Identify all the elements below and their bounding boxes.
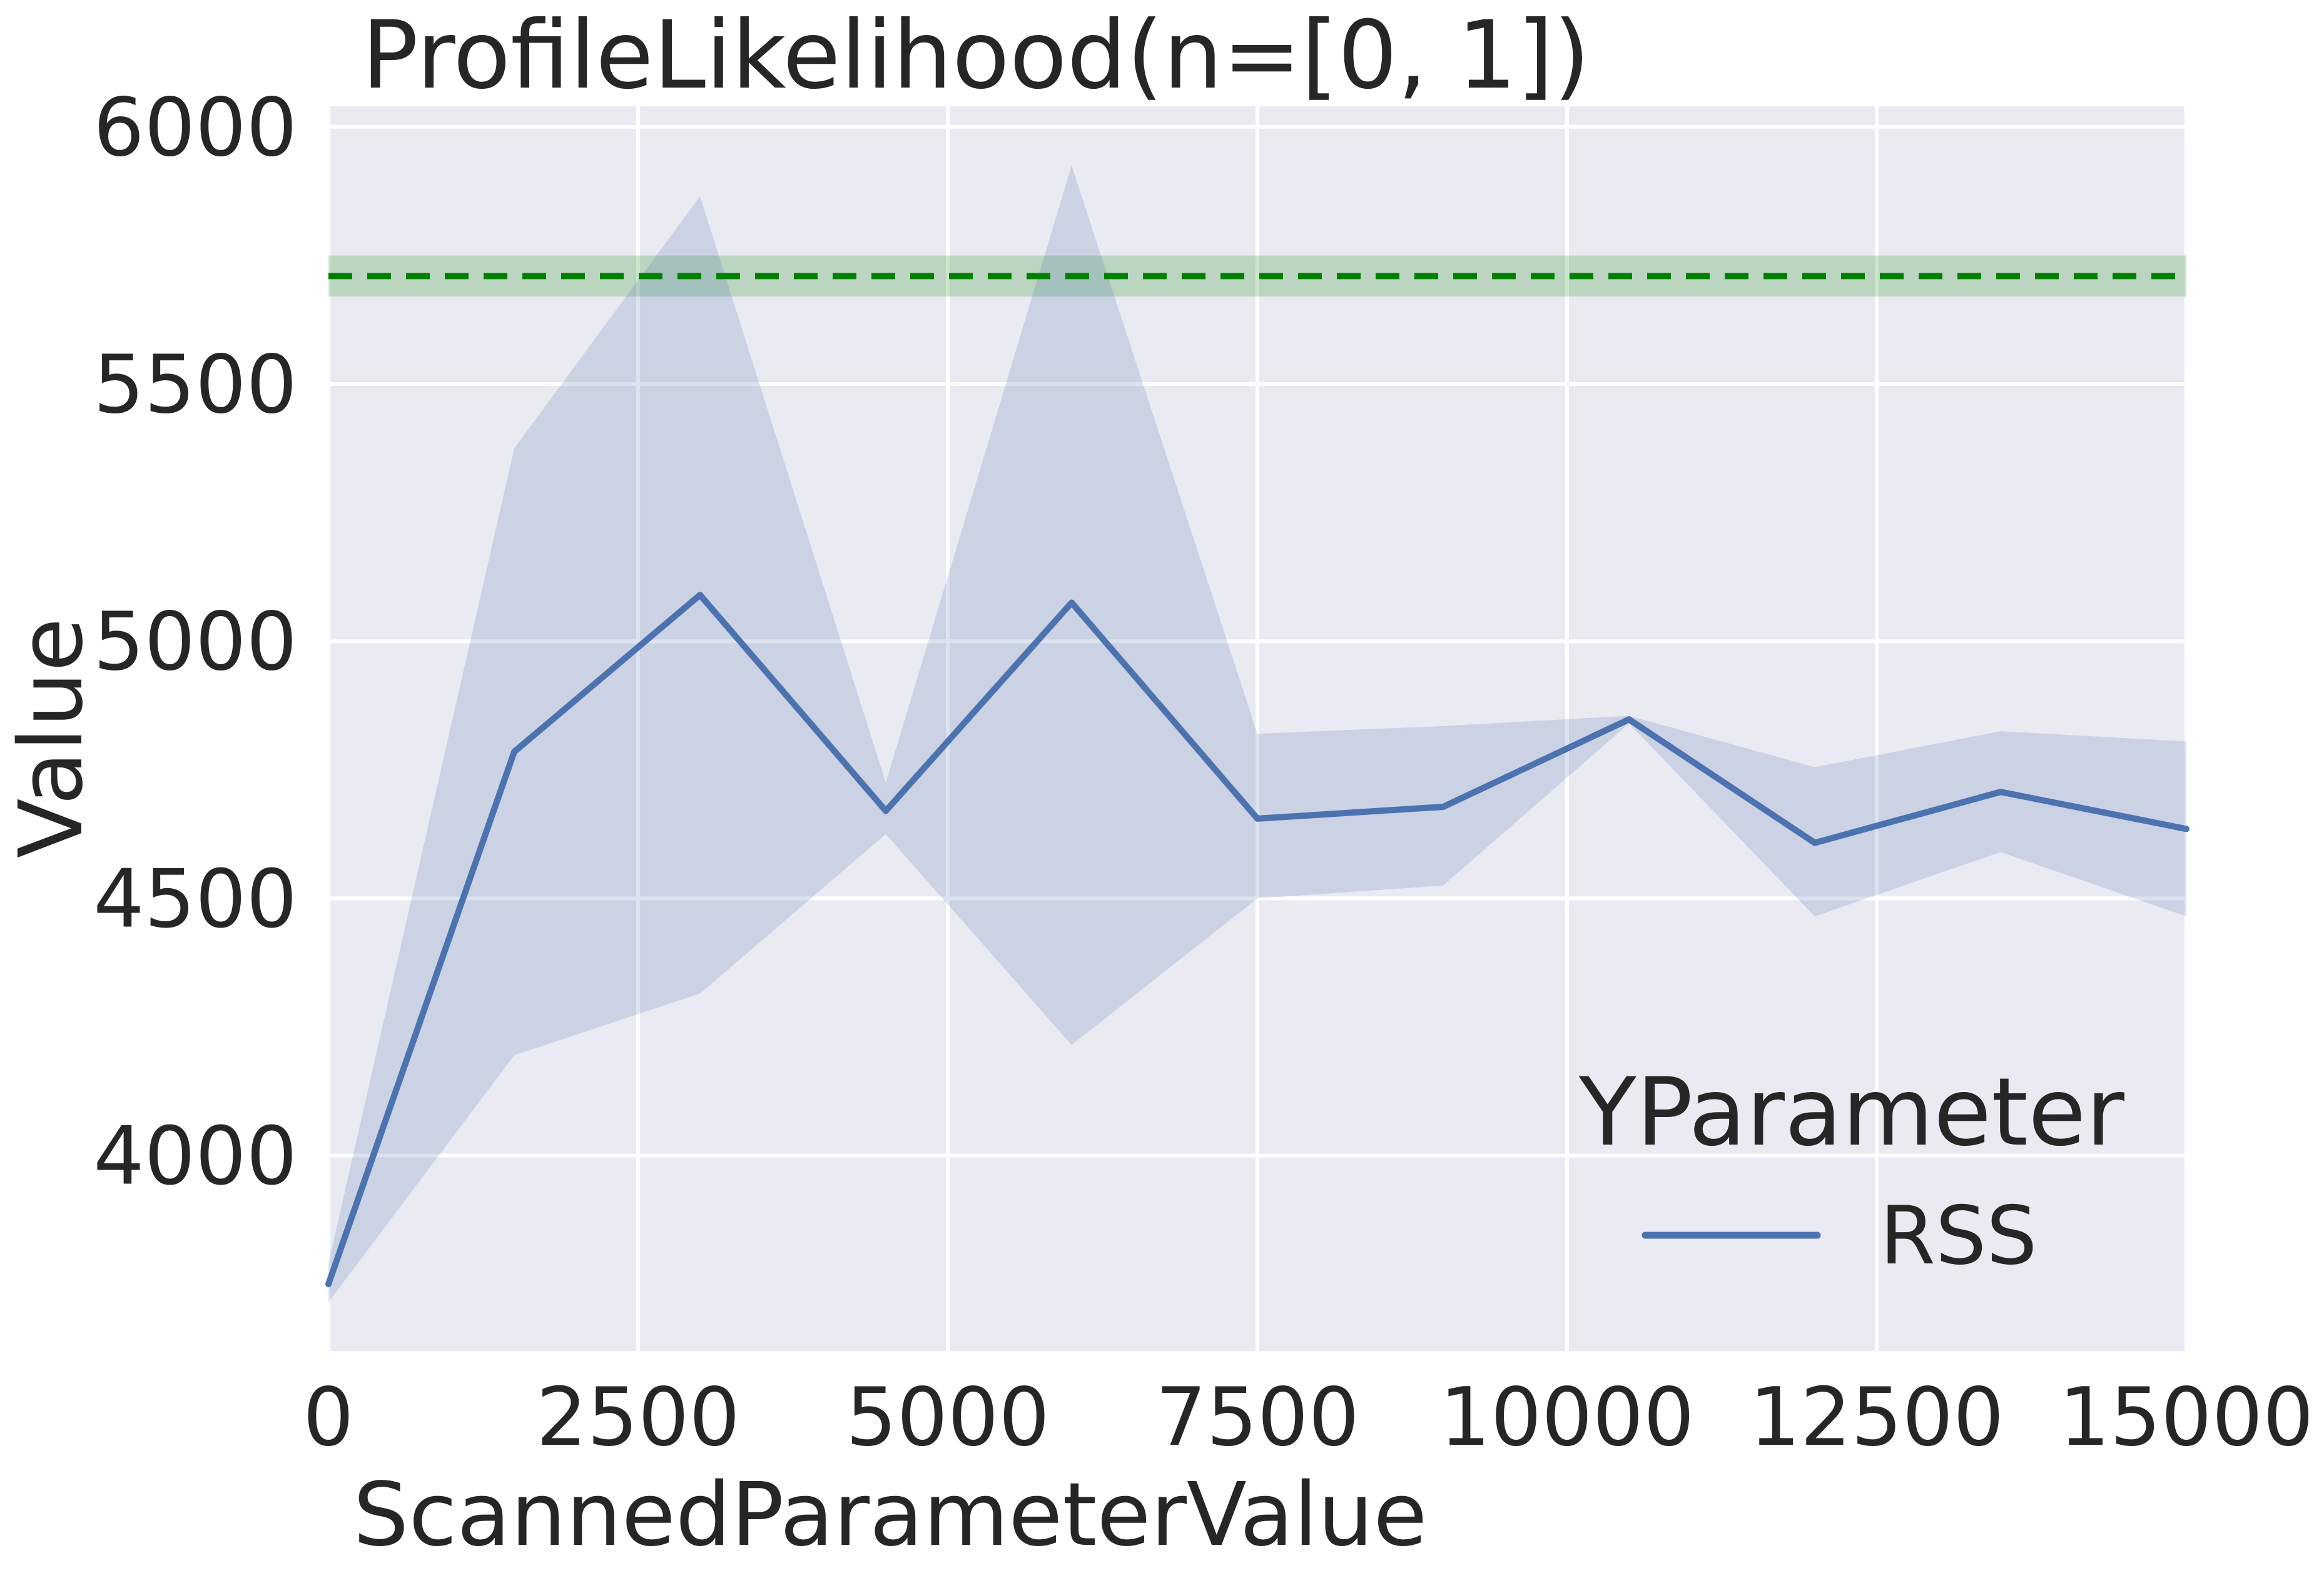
- x-tick-10000: 10000: [1439, 1371, 1694, 1464]
- x-tick-15000: 15000: [2059, 1371, 2313, 1464]
- grid-lines: [327, 106, 2188, 1351]
- y-tick-5000: 5000: [93, 595, 297, 689]
- y-tick-4000: 4000: [93, 1110, 297, 1203]
- y-tick-6000: 6000: [93, 81, 297, 174]
- y-tick-5500: 5500: [93, 338, 297, 432]
- legend-title: YParameter: [1578, 1058, 2124, 1167]
- x-tick-5000: 5000: [846, 1371, 1050, 1464]
- x-tick-0: 0: [303, 1371, 353, 1464]
- legend: YParameter RSS: [1578, 1058, 2124, 1283]
- reference-band: [328, 255, 2186, 297]
- series-lines: [325, 273, 2190, 1288]
- x-tick-12500: 12500: [1749, 1371, 2004, 1464]
- x-tick-labels: 0 2500 5000 7500 10000 12500 15000: [303, 1371, 2313, 1464]
- y-tick-4500: 4500: [93, 852, 297, 946]
- confidence-bands: [328, 165, 2186, 1302]
- x-axis-label: ScannedParameterValue: [353, 1464, 1428, 1566]
- x-tick-7500: 7500: [1155, 1371, 1359, 1464]
- legend-label-rss: RSS: [1880, 1190, 2037, 1283]
- chart-title: ProfileLikelihood(n=[0, 1]): [362, 1, 1590, 110]
- x-tick-2500: 2500: [536, 1371, 740, 1464]
- ci-band-rss: [328, 165, 2186, 1302]
- y-axis-label: Value: [1, 618, 103, 858]
- y-tick-labels: 4000 4500 5000 5500 6000: [93, 81, 297, 1203]
